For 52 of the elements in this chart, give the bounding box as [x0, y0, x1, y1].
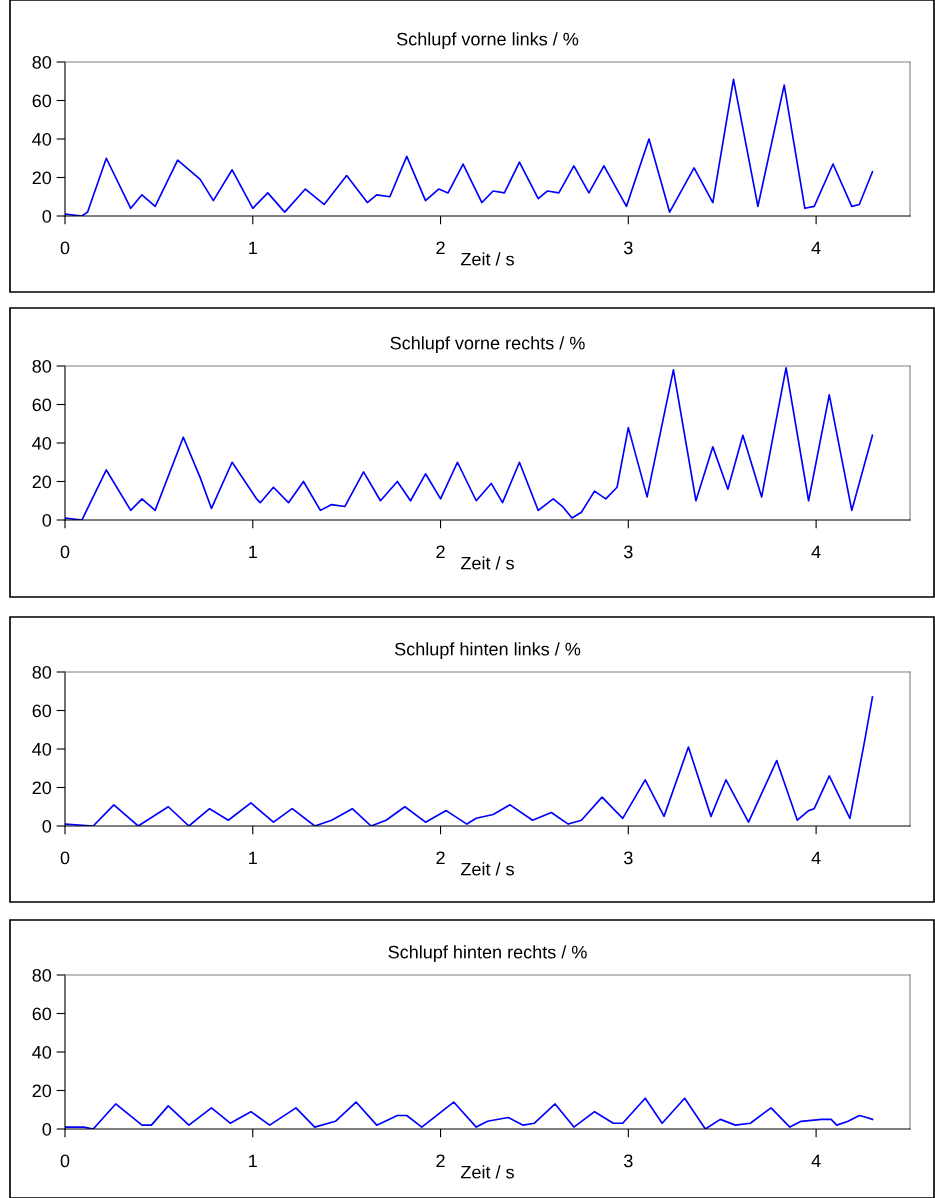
- x-tick-label: 1: [249, 1154, 257, 1168]
- x-tick-label: 0: [60, 545, 70, 559]
- chart-title: Schlupf hinten rechts / %: [388, 945, 587, 963]
- y-tick-label: 0: [42, 513, 52, 527]
- x-tick-label: 1: [249, 241, 257, 255]
- x-axis-title: Zeit / s: [460, 1165, 514, 1179]
- y-tick-label: 20: [32, 781, 52, 795]
- line-series: [65, 1097, 874, 1129]
- x-tick-label: 2: [436, 241, 445, 255]
- x-tick-label: 3: [624, 851, 633, 865]
- x-axis-title: Zeit / s: [460, 252, 514, 266]
- y-tick-label: 80: [32, 665, 52, 679]
- x-tick-label: 4: [811, 1154, 821, 1168]
- chart-title: Schlupf hinten links / %: [394, 642, 581, 660]
- line-series: [65, 367, 874, 520]
- y-tick-label: 40: [32, 1045, 52, 1059]
- x-tick-label: 4: [811, 241, 821, 255]
- y-tick-label: 20: [32, 171, 52, 185]
- y-tick-label: 20: [32, 475, 52, 489]
- x-tick-label: 4: [811, 851, 821, 865]
- y-tick-label: 40: [32, 436, 52, 450]
- x-tick-label: 0: [60, 851, 70, 865]
- y-tick-label: 40: [32, 742, 52, 756]
- x-tick-label: 3: [624, 545, 633, 559]
- y-tick-label: 80: [32, 968, 52, 982]
- y-tick-label: 60: [32, 398, 52, 412]
- y-tick-label: 60: [32, 94, 52, 108]
- x-tick-label: 1: [249, 851, 257, 865]
- x-tick-label: 2: [436, 851, 445, 865]
- x-tick-label: 2: [436, 545, 445, 559]
- x-tick-label: 0: [60, 1154, 70, 1168]
- line-series: [65, 696, 874, 826]
- chart-title: Schlupf vorne rechts / %: [390, 336, 585, 354]
- x-tick-label: 0: [60, 241, 70, 255]
- chart-title: Schlupf vorne links / %: [397, 32, 579, 50]
- y-tick-label: 80: [32, 55, 52, 69]
- y-tick-label: 0: [42, 209, 52, 223]
- line-series: [65, 78, 874, 216]
- y-tick-label: 60: [32, 704, 52, 718]
- x-axis-title: Zeit / s: [460, 862, 514, 876]
- y-tick-label: 20: [32, 1084, 52, 1098]
- x-tick-label: 3: [624, 241, 633, 255]
- x-tick-label: 1: [249, 545, 257, 559]
- y-tick-label: 0: [42, 1122, 52, 1136]
- y-tick-label: 0: [42, 819, 52, 833]
- y-tick-label: 80: [32, 359, 52, 373]
- y-tick-label: 60: [32, 1007, 52, 1021]
- x-axis-title: Zeit / s: [460, 556, 514, 570]
- x-tick-label: 4: [811, 545, 821, 559]
- x-tick-label: 2: [436, 1154, 445, 1168]
- x-tick-label: 3: [624, 1154, 633, 1168]
- y-tick-label: 40: [32, 132, 52, 146]
